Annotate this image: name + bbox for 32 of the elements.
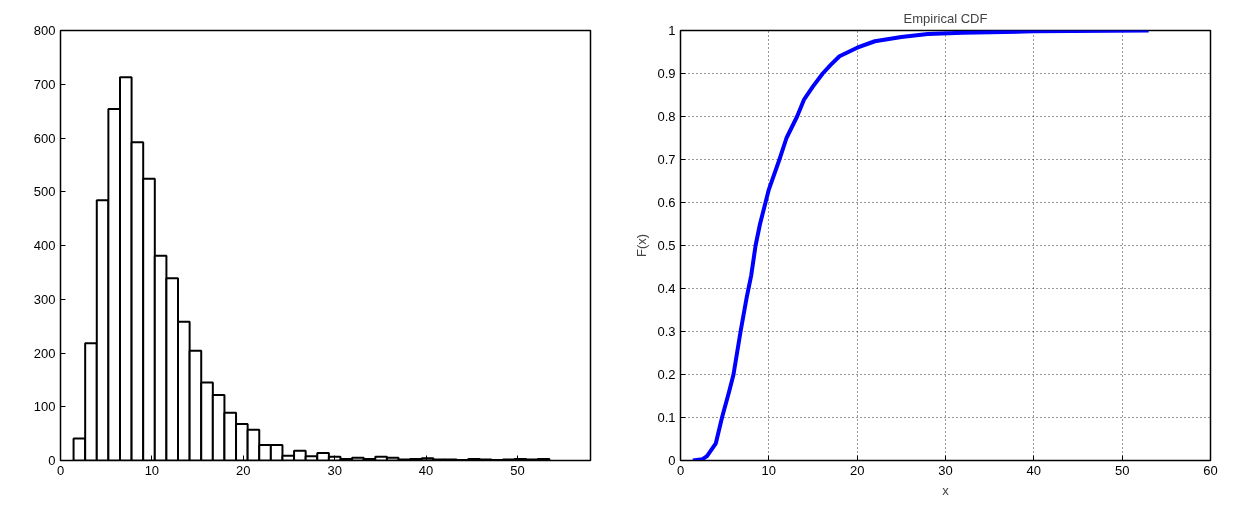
x-tick-label: 40 — [418, 462, 434, 478]
y-tick-label: 0.7 — [657, 152, 676, 167]
x-tick-label: 30 — [327, 462, 342, 478]
y-tick-label: 200 — [33, 345, 56, 361]
y-tick-label: 0.1 — [657, 410, 676, 425]
y-tick-label: 0.4 — [657, 281, 676, 296]
y-tick-label: 0.3 — [657, 324, 676, 339]
y-tick-label: 800 — [33, 23, 56, 38]
x-tick-label: 20 — [849, 462, 865, 478]
y-tick-label: 300 — [33, 291, 56, 307]
y-tick-label: 0.5 — [657, 238, 676, 253]
y-tick-label: 100 — [33, 399, 56, 415]
x-tick-label: 10 — [761, 462, 777, 478]
x-tick-label: 50 — [510, 462, 525, 478]
chart-title: Empirical CDF — [903, 10, 988, 26]
y-tick-label: 0.8 — [657, 109, 676, 124]
x-tick-label: 30 — [938, 462, 953, 478]
x-tick-label: 20 — [236, 462, 251, 478]
y-tick-label: 700 — [33, 76, 56, 92]
y-tick-label: 1 — [668, 23, 676, 38]
y-tick-label: 500 — [33, 184, 56, 200]
x-tick-label: 50 — [1114, 462, 1130, 478]
x-tick-label: 60 — [1203, 462, 1218, 478]
y-tick-label: 600 — [33, 130, 56, 146]
x-axis-title: x — [942, 482, 950, 498]
y-tick-label: 0.2 — [657, 367, 676, 382]
x-tick-label: 10 — [144, 462, 160, 478]
y-tick-label: 400 — [33, 238, 56, 253]
y-axis-title: F(x) — [634, 233, 650, 258]
y-tick-label: 0.6 — [657, 195, 676, 210]
y-tick-label: 0.9 — [657, 66, 676, 81]
x-tick-label: 40 — [1026, 462, 1042, 478]
